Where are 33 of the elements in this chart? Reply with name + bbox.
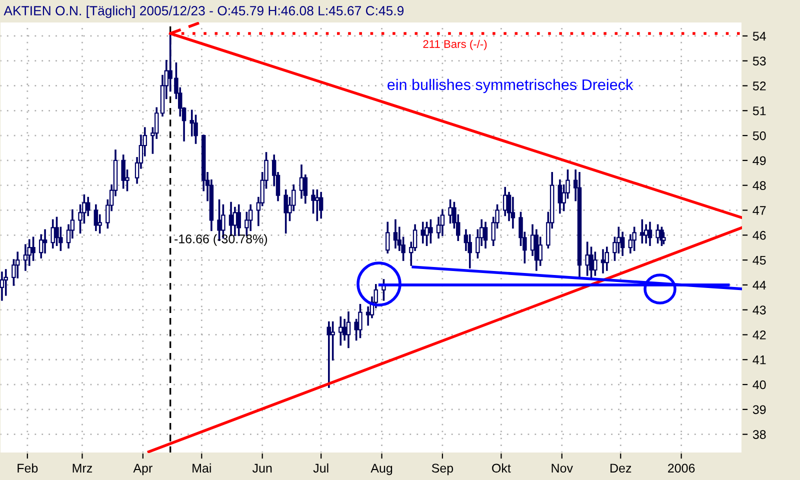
x-tick-label: Jun <box>252 464 272 473</box>
x-tick-label: Jul <box>313 463 328 473</box>
y-tick-label: 43 <box>752 306 766 314</box>
y-tick-label: 53 <box>752 56 766 66</box>
y-tick-label: 45 <box>752 256 766 265</box>
y-tick-label: 54 <box>752 32 766 41</box>
x-tick-label: Okt <box>492 463 511 473</box>
y-tick-label: 49 <box>752 156 766 166</box>
x-tick-label: Mrz <box>72 464 92 472</box>
y-tick-label: 48 <box>752 181 766 190</box>
y-tick-label: 50 <box>752 131 766 140</box>
y-tick-label: 41 <box>752 356 766 364</box>
x-tick-label: Aug <box>370 464 392 476</box>
annotation: 211 Bars (-/-) <box>423 40 487 50</box>
x-tick-label: Nov <box>552 464 573 473</box>
chart-title: AKTIEN O.N. [Täglich] 2005/12/23 - O:45.79 H:46.08 L:45.67 C:45.9 <box>4 6 404 18</box>
y-tick-label: 42 <box>752 330 766 340</box>
y-tick-label: 39 <box>752 405 766 414</box>
x-tick-label: Sep <box>432 464 454 476</box>
y-tick-label: 52 <box>752 82 766 90</box>
y-tick-label: 46 <box>752 230 766 240</box>
x-tick-label: Dez <box>610 464 632 473</box>
x-tick-label: Apr <box>133 464 152 476</box>
x-tick-label: Feb <box>18 463 38 473</box>
annotation: ein bullishes symmetrisches Dreieck <box>388 78 634 94</box>
annotation: -16.66 (-30.78%) <box>174 234 268 246</box>
x-tick-label: Mai <box>192 463 211 473</box>
y-tick-label: 38 <box>752 430 766 439</box>
y-tick-label: 40 <box>752 380 766 390</box>
y-tick-label: 47 <box>752 206 766 215</box>
y-tick-label: 44 <box>752 280 766 290</box>
y-tick-label: 51 <box>752 106 766 116</box>
x-tick-label: 2006 <box>668 464 695 473</box>
